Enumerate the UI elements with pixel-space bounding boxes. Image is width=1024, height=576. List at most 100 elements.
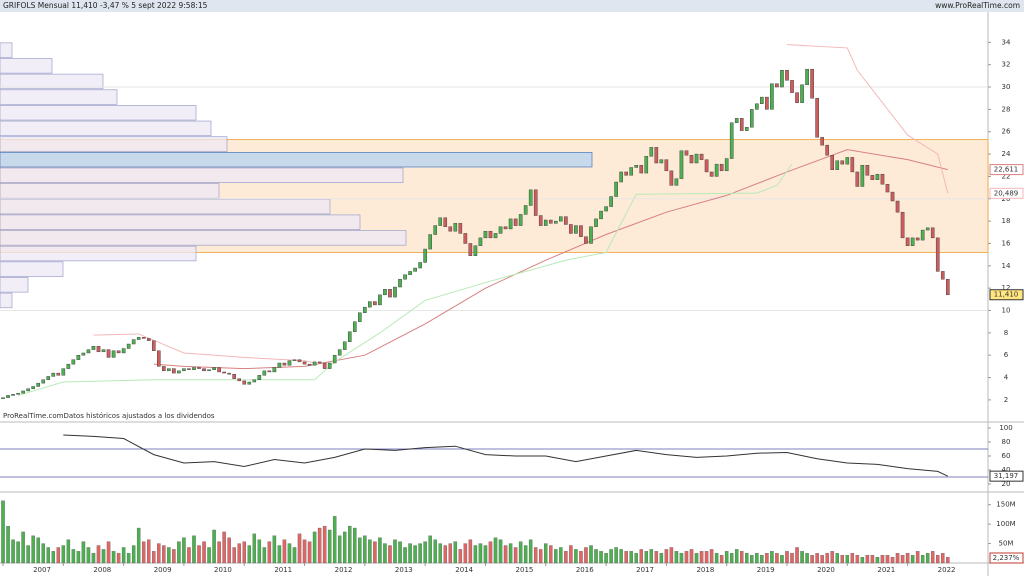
- volume-bar: [232, 547, 236, 564]
- volume-bar: [282, 539, 287, 564]
- volume-bar: [257, 539, 262, 564]
- candle: [830, 154, 835, 170]
- x-tick-label: 2022: [938, 566, 956, 574]
- candle: [86, 349, 91, 354]
- volume-bar: [152, 551, 156, 564]
- y-tick-label: 2: [1004, 396, 1008, 404]
- volume-profile-bar: [0, 58, 53, 74]
- candle: [433, 225, 438, 235]
- volume-bar: [815, 553, 819, 564]
- candle: [96, 346, 101, 353]
- volume-bar: [941, 553, 945, 564]
- candle: [358, 312, 362, 322]
- candle: [428, 234, 432, 250]
- y-tick-label: 150M: [996, 501, 1015, 509]
- candle: [750, 109, 754, 128]
- value-tag-label: 2,237%: [993, 554, 1020, 562]
- volume-bar: [242, 541, 246, 564]
- x-tick-label: 2012: [335, 566, 353, 574]
- volume-bar: [192, 535, 196, 564]
- volume-profile-bar: [0, 230, 407, 246]
- volume-bar: [81, 541, 86, 564]
- y-tick-label: 100M: [996, 520, 1015, 528]
- volume-bar: [448, 543, 453, 564]
- candle: [363, 306, 367, 313]
- volume-bar: [875, 557, 880, 564]
- volume-bar: [589, 545, 593, 564]
- volume-bar: [267, 541, 272, 564]
- x-tick-label: 2013: [395, 566, 413, 574]
- volume-bar: [106, 541, 111, 564]
- candle: [724, 158, 729, 172]
- candle: [589, 226, 593, 244]
- candle: [498, 226, 503, 234]
- candle: [41, 379, 46, 384]
- volume-bar: [478, 543, 483, 564]
- candle: [347, 331, 352, 342]
- volume-bar: [785, 551, 789, 564]
- volume-bar: [634, 553, 638, 564]
- candle: [785, 70, 789, 81]
- candle: [815, 98, 819, 138]
- volume-profile-bar: [0, 167, 404, 183]
- volume-bar: [599, 551, 603, 564]
- volume-bar: [237, 543, 241, 564]
- volume-bar: [569, 545, 573, 564]
- volume-bar: [302, 539, 307, 564]
- candle: [167, 368, 171, 372]
- volume-bar: [131, 545, 136, 564]
- candle: [66, 363, 71, 369]
- candle: [332, 354, 337, 364]
- candle: [548, 219, 553, 224]
- volume-bar: [86, 547, 91, 564]
- volume-profile-bar: [0, 183, 220, 199]
- x-tick-label: 2019: [757, 566, 775, 574]
- volume-profile-bar: [0, 151, 593, 168]
- volume-bar: [704, 551, 709, 564]
- x-tick-label: 2011: [274, 566, 292, 574]
- candle: [714, 163, 719, 177]
- candle: [247, 381, 252, 385]
- volume-bar: [312, 531, 317, 564]
- candle: [488, 230, 493, 239]
- candle: [543, 219, 548, 226]
- volume-bar: [483, 545, 488, 564]
- y-tick-label: 20: [1002, 480, 1011, 488]
- candle: [569, 224, 573, 234]
- value-tag: [989, 289, 1024, 301]
- candle: [619, 171, 623, 183]
- x-tick-label: 2018: [696, 566, 714, 574]
- candle: [875, 173, 880, 180]
- candle: [865, 165, 870, 176]
- candle: [232, 373, 236, 379]
- value-tag: [989, 470, 1024, 482]
- y-tick-label: 14: [1002, 262, 1011, 270]
- volume-bar: [513, 547, 518, 564]
- candle: [634, 165, 639, 168]
- candle: [31, 386, 35, 389]
- candle: [418, 262, 422, 269]
- header-bar: [0, 0, 1024, 12]
- candle: [11, 394, 15, 396]
- volume-bar: [368, 539, 372, 564]
- candle: [925, 227, 930, 231]
- volume-bar: [207, 547, 211, 564]
- volume-bar: [363, 535, 367, 564]
- volume-bar: [549, 545, 553, 564]
- candle: [192, 367, 196, 370]
- volume-bar: [136, 527, 141, 564]
- volume-bar: [564, 551, 568, 564]
- volume-bar: [946, 557, 950, 564]
- candle: [237, 378, 242, 382]
- volume-bar: [51, 551, 56, 564]
- y-tick-label: 100: [999, 424, 1012, 432]
- volume-bar: [443, 545, 448, 564]
- volume-bar: [755, 553, 759, 564]
- candle: [21, 390, 25, 394]
- volume-bar: [197, 545, 201, 564]
- candle: [564, 216, 568, 225]
- candle: [26, 388, 30, 392]
- volume-bar: [840, 555, 845, 564]
- volume-bar: [227, 537, 231, 564]
